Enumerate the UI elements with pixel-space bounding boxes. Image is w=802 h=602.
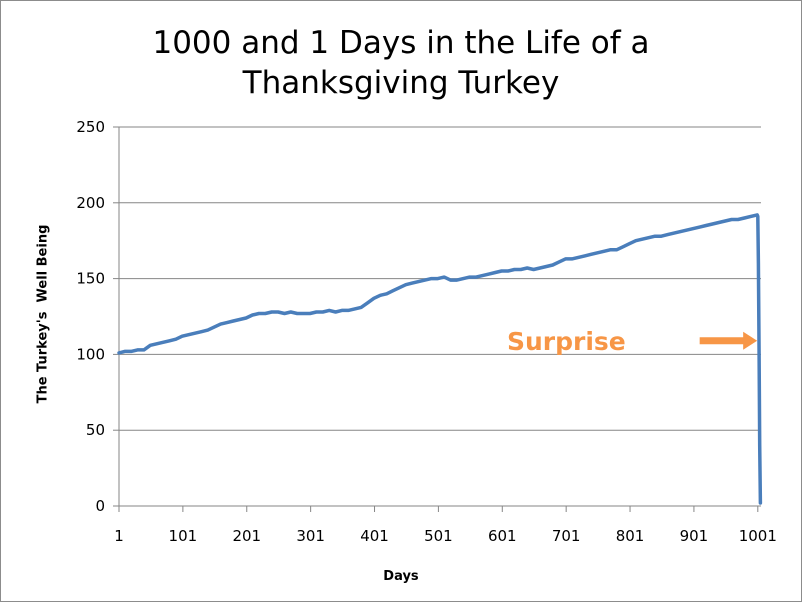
y-tick-label-150: 150 [76, 270, 105, 288]
x-tick-labels: 1 101 201 301 401 501 601 701 801 901 1001 [114, 527, 777, 545]
annotation-arrow-head [743, 331, 758, 350]
x-tick-label-301: 301 [296, 527, 325, 545]
x-tick-label-1: 1 [114, 527, 124, 545]
series-lines [117, 213, 763, 505]
axes [113, 126, 761, 512]
y-tick-label-50: 50 [86, 421, 105, 439]
x-axis-label: Days [383, 569, 419, 584]
y-tick-labels: 0 50 100 150 200 250 [76, 118, 105, 515]
x-tick-label-1001: 1001 [739, 527, 777, 545]
x-tick-label-501: 501 [424, 527, 453, 545]
x-tick-label-401: 401 [360, 527, 389, 545]
y-tick-label-200: 200 [76, 194, 105, 212]
x-tick-label-101: 101 [169, 527, 198, 545]
annotation-label: Surprise [507, 327, 626, 356]
chart-title-line-2: Thanksgiving Turkey [242, 65, 560, 101]
chart-title-line-1: 1000 and 1 Days in the Life of a [152, 25, 650, 61]
x-tick-label-901: 901 [680, 527, 709, 545]
y-tick-label-250: 250 [76, 118, 105, 136]
y-tick-label-100: 100 [76, 345, 105, 363]
x-tick-label-701: 701 [552, 527, 581, 545]
x-tick-label-601: 601 [488, 527, 517, 545]
x-tick-label-801: 801 [616, 527, 645, 545]
x-tick-label-201: 201 [232, 527, 261, 545]
y-tick-label-0: 0 [95, 497, 105, 515]
series-line-0 [117, 213, 763, 505]
chart-title: 1000 and 1 Days in the Life of a Thanksg… [1, 23, 801, 103]
annotation-group: Surprise [507, 327, 758, 356]
